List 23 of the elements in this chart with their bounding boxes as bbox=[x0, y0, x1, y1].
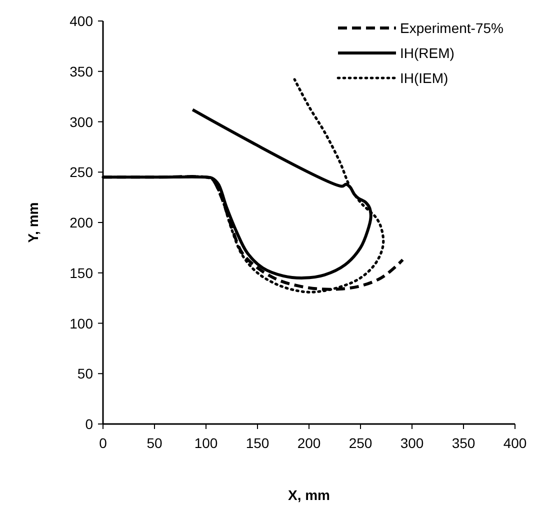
y-tick-label: 250 bbox=[70, 164, 94, 180]
legend-label: Experiment-75% bbox=[400, 20, 504, 36]
legend-label: IH(REM) bbox=[400, 45, 454, 61]
x-axis-title: X, mm bbox=[288, 487, 330, 503]
x-tick-label: 50 bbox=[146, 435, 162, 451]
x-tick-label: 350 bbox=[452, 435, 476, 451]
y-tick-label: 0 bbox=[85, 416, 94, 432]
y-tick-label: 50 bbox=[77, 366, 94, 382]
y-tick-label: 300 bbox=[70, 114, 94, 130]
x-tick-label: 400 bbox=[503, 435, 527, 451]
x-tick-label: 100 bbox=[194, 435, 218, 451]
x-tick-label: 200 bbox=[297, 435, 321, 451]
y-tick-label: 200 bbox=[70, 214, 94, 230]
y-tick-label: 400 bbox=[70, 13, 94, 29]
y-tick-label: 100 bbox=[70, 315, 94, 332]
x-tick-label: 0 bbox=[99, 435, 108, 451]
x-tick-label: 250 bbox=[348, 435, 372, 451]
y-tick-label: 150 bbox=[70, 264, 94, 281]
x-tick-label: 300 bbox=[400, 435, 424, 451]
y-axis-title: Y, mm bbox=[25, 202, 41, 243]
x-tick-label: 150 bbox=[246, 435, 270, 451]
legend-label: IH(IEM) bbox=[400, 70, 448, 86]
y-tick-label: 350 bbox=[70, 63, 94, 80]
